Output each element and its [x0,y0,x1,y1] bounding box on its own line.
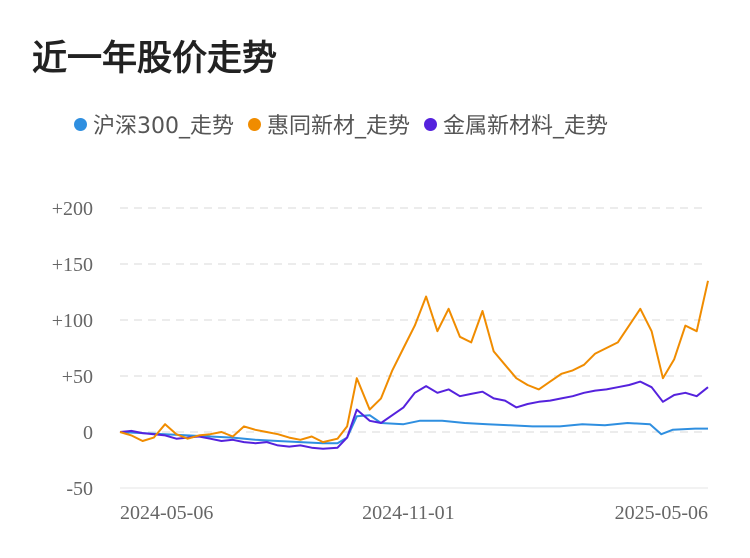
x-tick-label: 2025-05-06 [615,502,708,524]
legend-dot-hs300 [74,117,87,131]
y-tick-label: +50 [62,366,93,388]
legend-dot-metal [424,117,438,131]
legend-label-metal: 金属新材料_走势 [443,114,609,139]
y-tick-label: +100 [52,310,93,332]
legend-label-huitong: 惠同新材_走势 [267,114,411,139]
legend-item-metal[interactable]: 金属新材料_走势 [424,108,608,140]
x-tick-label: 2024-11-01 [362,502,455,524]
series-line-metal [119,380,709,450]
y-tick-label: 0 [83,422,93,444]
y-tick-label: +150 [52,254,93,276]
legend-label-hs300: 沪深300_走势 [93,114,234,139]
legend-item-hs300[interactable]: 沪深300_走势 [74,108,234,140]
series-line-hs300 [119,414,708,445]
legend-item-huitong[interactable]: 惠同新材_走势 [248,108,410,140]
y-tick-label: +200 [52,198,93,220]
legend-dot-huitong [248,117,261,131]
page-title: 近一年股价走势 [32,39,278,79]
chart-legend: 沪深300_走势 惠同新材_走势 金属新材料_走势 [74,108,622,140]
series-line-huitong [119,280,709,444]
x-tick-label: 2024-05-06 [120,502,213,524]
y-tick-label: -50 [66,478,93,500]
